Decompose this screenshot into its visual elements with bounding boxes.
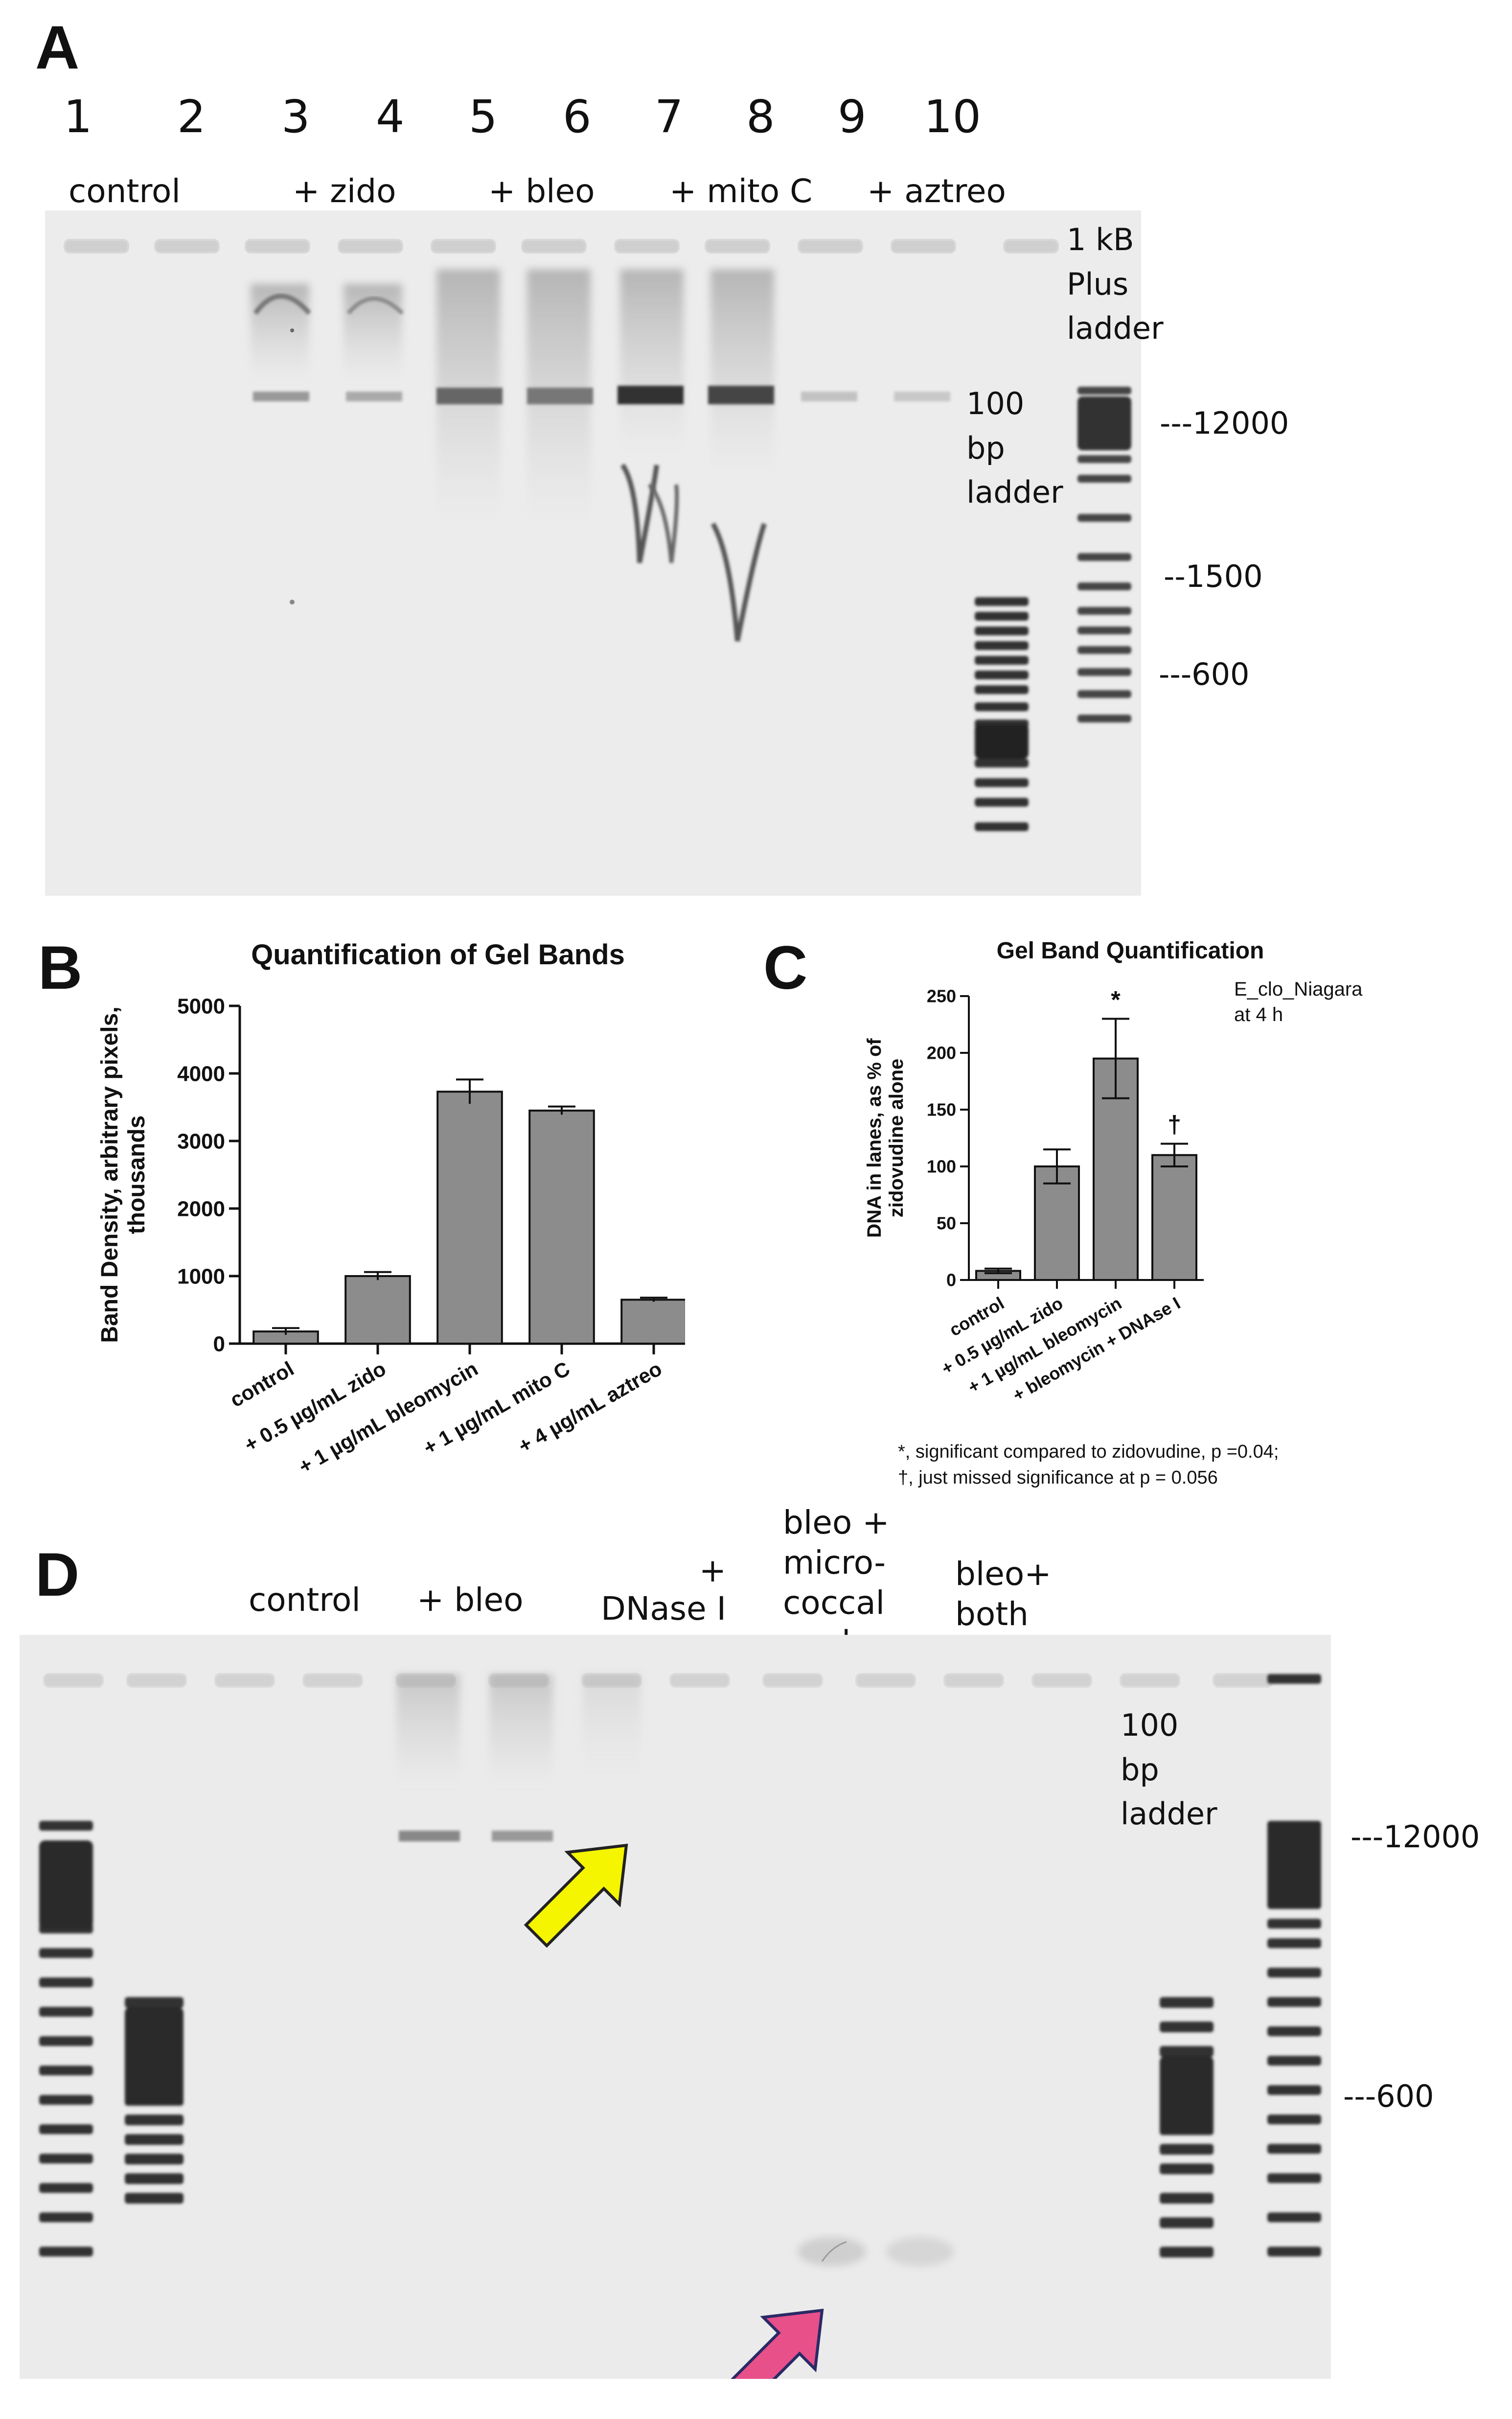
lane-number-8: 8 — [746, 91, 775, 143]
lane-number-7: 7 — [655, 91, 684, 143]
chart-c-y-axis-label: DNA in lanes, as % of — [864, 1038, 885, 1238]
ladder-100bp-line1: 100 — [966, 386, 1025, 421]
chart-b-bar — [344, 1275, 411, 1345]
ladder-100bp-d-line2: bp — [1121, 1751, 1159, 1788]
d-label-control: control — [249, 1581, 361, 1619]
bar-chart-c: Gel Band Quantification 0 50 100 150 200 250 DN… — [864, 938, 1264, 1405]
chart-b-category-label: + 1 µg/mL mito C — [419, 1357, 574, 1459]
chart-b-y-axis-label: Band Density, arbitrary pixels, — [97, 1006, 123, 1343]
pink-arrow-icon — [719, 2308, 824, 2379]
d-label-bleo: + bleo — [417, 1581, 524, 1619]
d-label-both-line1: bleo+ — [955, 1555, 1052, 1593]
lane-number-4: 4 — [376, 91, 405, 143]
gel-image-a — [45, 210, 1141, 896]
chart-c-title: Gel Band Quantification — [997, 938, 1264, 964]
annotation-line1: E_clo_Niagara — [1234, 978, 1363, 1000]
ladder-1kb-line2: Plus — [1067, 266, 1129, 302]
chart-c-y-tick-label: 100 — [927, 1157, 956, 1177]
panel-letter-d: D — [35, 1541, 80, 1609]
ladder-1kb-line3: ladder — [1067, 310, 1164, 347]
ladder-100bp-label-d: 100 bp ladder — [1121, 1703, 1217, 1837]
group-label-aztreo: + aztreo — [867, 172, 1006, 210]
chart-c-y-tick-label: 250 — [927, 986, 956, 1006]
d-label-both-line2: both — [955, 1595, 1029, 1633]
chart-b-bar — [620, 1299, 685, 1345]
footnotes-c: *, significant compared to zidovudine, p… — [898, 1439, 1279, 1491]
chart-b-y-tick-label: 2000 — [177, 1197, 225, 1221]
lane-number-6: 6 — [563, 91, 592, 143]
lane-number-3: 3 — [281, 91, 310, 143]
bar-chart-b: Quantification of Gel Bands 0 1000 2000 3000… — [97, 939, 685, 1478]
chart-c-y-axis-label: zidovudine alone — [886, 1059, 907, 1217]
chart-b-y-tick-label: 3000 — [177, 1129, 225, 1153]
gel-image-d — [20, 1635, 1331, 2379]
chart-c-y-tick-label: 200 — [927, 1043, 956, 1063]
chart-b-y-axis-label: thousands — [124, 1116, 150, 1234]
chart-b-y-tick-label: 1000 — [177, 1264, 225, 1288]
chart-b-category-label: control — [226, 1357, 298, 1412]
chart-c-significance-mark: * — [1111, 986, 1121, 1013]
group-label-zido: + zido — [293, 172, 396, 210]
chart-c-bar — [1151, 1154, 1197, 1281]
chart-c-y-tick-label: 0 — [946, 1270, 956, 1290]
panel-letter-a: A — [35, 14, 80, 82]
footnote-significant: *, significant compared to zidovudine, p… — [898, 1442, 1279, 1462]
group-label-control: control — [69, 172, 181, 210]
ladder-1kb-line1: 1 kB — [1067, 222, 1134, 257]
ladder-100bp-line2: bp — [966, 430, 1005, 466]
d-label-dnase: + DNase I — [601, 1552, 726, 1628]
footnote-just-missed: †, just missed significance at p = 0.056 — [898, 1467, 1218, 1489]
group-label-mitoc: + mito C — [669, 172, 813, 210]
chart-c-y-tick-label: 150 — [927, 1100, 956, 1120]
lane-number-10: 10 — [924, 91, 982, 143]
d-label-dnase-line1: + — [699, 1552, 727, 1589]
chart-b-y-tick-label: 4000 — [177, 1062, 225, 1086]
yellow-arrow-icon — [524, 1843, 628, 1948]
ladder-100bp-d-line1: 100 — [1121, 1707, 1179, 1743]
ladder-100bp-d-line3: ladder — [1121, 1796, 1217, 1832]
chart-b-y-tick-label: 5000 — [177, 994, 225, 1018]
lane-number-5: 5 — [469, 91, 498, 143]
annotation-line2: at 4 h — [1234, 1004, 1283, 1025]
lane-number-9: 9 — [838, 91, 867, 143]
group-label-bleo: + bleo — [488, 172, 595, 210]
chart-b-bar — [528, 1109, 595, 1345]
size-marker-600-d: ---600 — [1343, 2078, 1434, 2114]
d-label-micro-line3: coccal — [783, 1583, 885, 1622]
chart-b-title: Quantification of Gel Bands — [251, 939, 625, 971]
d-label-micro-line2: micro- — [783, 1543, 886, 1582]
d-label-dnase-line2: DNase I — [601, 1589, 727, 1628]
annotation-strain: E_clo_Niagara at 4 h — [1234, 977, 1362, 1027]
size-marker-600-a: ---600 — [1159, 656, 1250, 692]
size-marker-1500-a: --1500 — [1164, 558, 1263, 594]
ladder-100bp-label-a: 100 bp ladder — [966, 382, 1063, 515]
panel-letter-c: C — [763, 934, 808, 1002]
lane-number-1: 1 — [64, 91, 92, 143]
chart-c-significance-mark: † — [1168, 1111, 1181, 1139]
d-label-both: bleo+ both — [955, 1554, 1052, 1634]
chart-b-bar — [436, 1091, 503, 1345]
size-marker-12000-d: ---12000 — [1351, 1819, 1480, 1855]
chart-c-y-tick-label: 50 — [937, 1213, 956, 1233]
chart-b-y-tick-label: 0 — [213, 1332, 225, 1356]
lane-number-2: 2 — [177, 91, 206, 143]
d-label-micro-line1: bleo + — [783, 1504, 890, 1541]
ladder-1kb-label: 1 kB Plus ladder — [1067, 218, 1164, 351]
panel-letter-b: B — [38, 934, 83, 1002]
size-marker-12000-a: ---12000 — [1160, 405, 1289, 441]
ladder-100bp-line3: ladder — [966, 474, 1063, 511]
